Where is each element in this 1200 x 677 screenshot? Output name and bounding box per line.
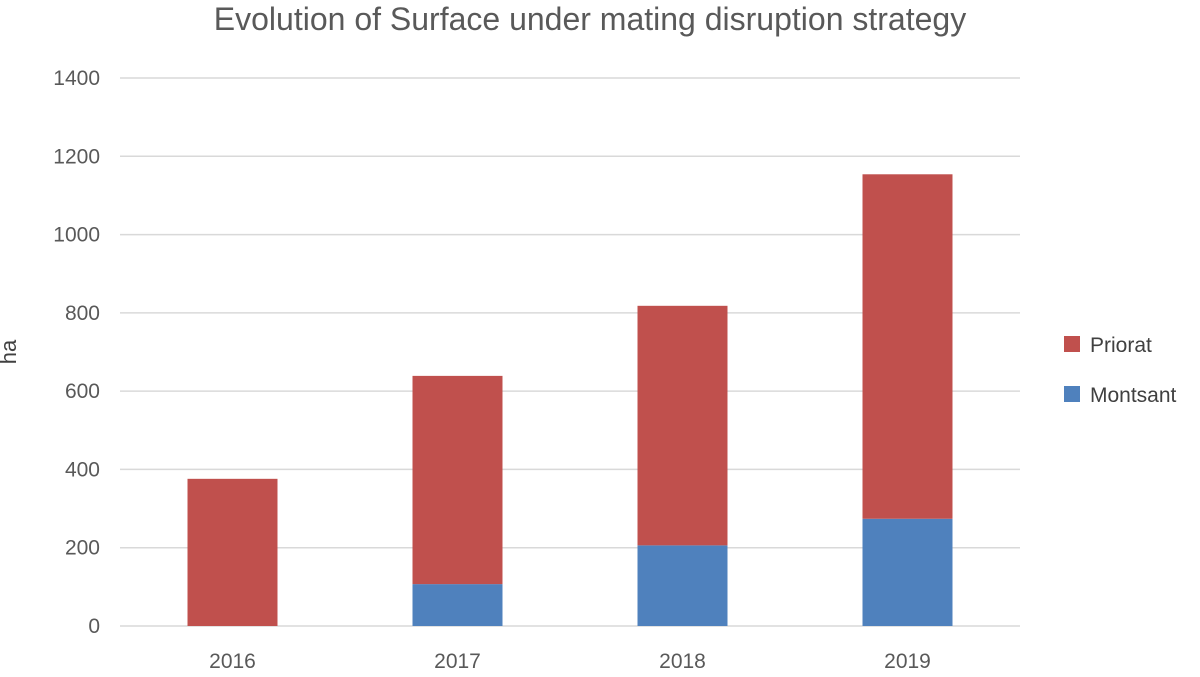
y-tick-label: 600 (65, 380, 100, 403)
x-axis-ticks: 2016 2017 2018 2019 (209, 650, 931, 673)
legend-label-montsant: Montsant (1090, 384, 1177, 407)
bar-montsant-2018 (637, 545, 728, 626)
y-tick-label: 400 (65, 458, 100, 481)
x-tick-label: 2017 (434, 650, 481, 672)
x-tick-label: 2019 (884, 650, 931, 672)
y-axis-label: ha (0, 339, 21, 364)
y-tick-label: 0 (88, 615, 100, 638)
x-tick-label: 2016 (209, 650, 256, 672)
bar-montsant-2019 (862, 518, 953, 626)
bar-priorat-2019 (862, 174, 953, 519)
bar-priorat-2016 (187, 478, 278, 626)
legend-label-priorat: Priorat (1090, 334, 1152, 357)
y-tick-label: 1000 (53, 224, 100, 247)
y-axis-ticks: 0 200 400 600 800 1000 1200 1400 (53, 67, 100, 638)
bars (187, 174, 953, 626)
chart-title: Evolution of Surface under mating disrup… (214, 1, 966, 37)
y-tick-label: 1200 (53, 145, 100, 168)
y-tick-label: 200 (65, 537, 100, 560)
legend: Priorat Montsant (1064, 334, 1177, 407)
bar-priorat-2018 (637, 305, 728, 546)
x-tick-label: 2018 (659, 650, 706, 672)
y-tick-label: 1400 (53, 67, 100, 90)
bar-montsant-2017 (412, 584, 503, 626)
legend-swatch-priorat (1064, 336, 1080, 352)
y-tick-label: 800 (65, 302, 100, 325)
bar-priorat-2017 (412, 375, 503, 585)
legend-swatch-montsant (1064, 386, 1080, 402)
